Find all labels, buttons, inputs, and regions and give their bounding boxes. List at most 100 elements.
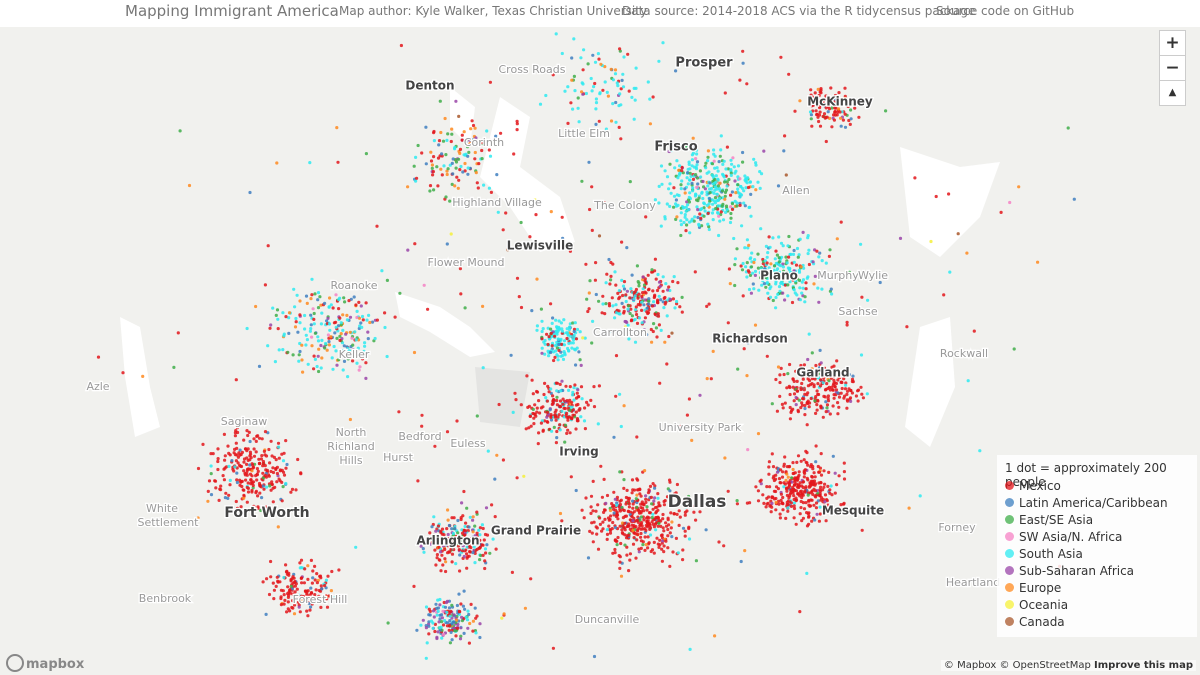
- dot: [625, 545, 629, 549]
- dot: [465, 566, 469, 570]
- dot: [481, 526, 485, 531]
- dot: [657, 521, 661, 525]
- dot: [448, 614, 452, 618]
- place-label: Duncanville: [575, 613, 640, 626]
- dot: [525, 374, 529, 378]
- dot: [476, 186, 480, 190]
- dot: [780, 475, 785, 479]
- dot: [590, 89, 594, 93]
- dot: [305, 597, 309, 601]
- dot: [715, 187, 719, 191]
- dot: [446, 518, 450, 522]
- dot: [397, 410, 401, 414]
- dot: [800, 519, 804, 523]
- dot: [309, 591, 314, 595]
- dot: [694, 157, 698, 161]
- dot: [475, 181, 479, 185]
- dot: [583, 427, 588, 431]
- mapbox-logo[interactable]: mapbox: [6, 654, 84, 672]
- dot: [641, 275, 645, 279]
- dot: [783, 134, 787, 138]
- dot: [457, 178, 461, 182]
- zoom-out[interactable]: −: [1159, 55, 1186, 81]
- dot: [657, 501, 661, 505]
- dot: [438, 550, 443, 554]
- dot: [816, 286, 820, 290]
- dot: [724, 167, 728, 171]
- dot: [586, 309, 590, 314]
- dot: [560, 409, 564, 413]
- dot: [672, 504, 677, 508]
- dot: [483, 547, 488, 551]
- dot: [433, 444, 437, 448]
- dot: [500, 616, 504, 620]
- dot: [286, 592, 290, 596]
- dot: [788, 267, 792, 271]
- dot: [435, 165, 439, 169]
- dot: [793, 488, 797, 492]
- dot: [415, 176, 419, 180]
- dot: [456, 626, 460, 631]
- improve-map[interactable]: Improve this map: [1094, 660, 1193, 671]
- dot: [301, 370, 305, 374]
- dot: [622, 280, 627, 284]
- dot: [354, 545, 358, 549]
- dot: [741, 294, 745, 298]
- dot: [813, 494, 817, 498]
- dot: [608, 330, 612, 334]
- credits[interactable]: © Mapbox © OpenStreetMap: [943, 660, 1091, 671]
- dot: [648, 97, 652, 101]
- dot: [786, 294, 790, 298]
- dot: [256, 494, 260, 498]
- dot: [791, 407, 795, 411]
- dot: [709, 186, 714, 191]
- dot: [429, 159, 434, 163]
- dot: [613, 497, 617, 501]
- dot: [499, 131, 503, 135]
- dot: [850, 379, 855, 384]
- dot: [428, 531, 432, 535]
- legend-label: South Asia: [1019, 547, 1083, 561]
- zoom-in[interactable]: +: [1159, 30, 1186, 56]
- dot: [662, 503, 667, 507]
- dot: [729, 171, 733, 175]
- dot: [581, 336, 585, 340]
- dot: [445, 599, 449, 604]
- dot: [688, 178, 692, 182]
- dot: [741, 261, 745, 266]
- dot: [414, 155, 418, 159]
- dot: [309, 558, 313, 563]
- dot: [282, 593, 286, 597]
- dot: [471, 530, 475, 534]
- dot: [454, 99, 458, 103]
- dot: [770, 452, 774, 456]
- dot: [473, 150, 477, 155]
- dot: [711, 202, 715, 206]
- dot: [691, 177, 696, 181]
- dot: [667, 187, 671, 191]
- compass[interactable]: ▲: [1159, 80, 1186, 106]
- dot: [446, 167, 450, 171]
- dot: [836, 401, 840, 405]
- dot: [632, 297, 636, 301]
- code-link[interactable]: Source code on GitHub: [936, 4, 1075, 18]
- dot: [468, 138, 472, 142]
- dot: [466, 626, 470, 630]
- dot: [650, 502, 654, 506]
- dot: [359, 321, 363, 325]
- dot: [592, 520, 596, 524]
- dot: [672, 275, 676, 279]
- dot: [651, 482, 655, 486]
- dot: [534, 414, 538, 418]
- dot: [560, 329, 565, 333]
- dot: [721, 172, 725, 176]
- dot: [792, 260, 796, 264]
- dot: [651, 329, 655, 334]
- dot: [830, 493, 834, 497]
- dot: [1017, 185, 1021, 189]
- dot: [619, 541, 623, 546]
- dot: [828, 488, 832, 492]
- dot: [234, 499, 238, 504]
- dot: [746, 448, 750, 452]
- dot: [445, 172, 449, 177]
